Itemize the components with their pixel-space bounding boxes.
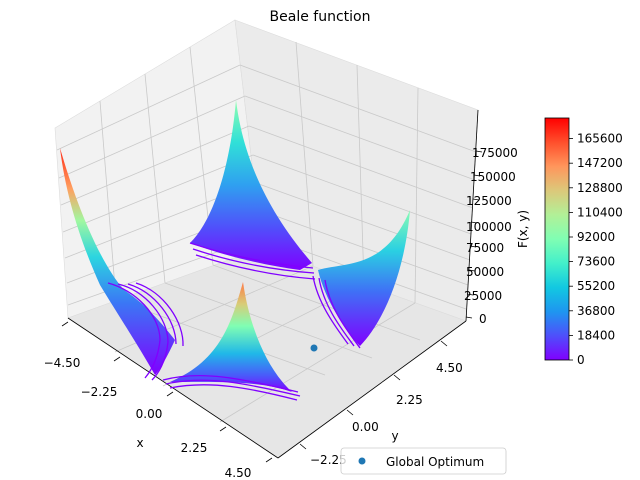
y-tick-label: 4.50: [436, 361, 463, 375]
colorbar-tick-label: 128800: [577, 181, 623, 195]
z-tick-label: 150000: [470, 170, 516, 184]
colorbar-tick-label: 18400: [577, 328, 615, 342]
surface-left-wing: [60, 148, 175, 375]
z-tick-label: 75000: [466, 241, 504, 255]
colorbar-tick-label: 73600: [577, 255, 615, 269]
chart-title: Beale function: [270, 9, 371, 25]
x-tick-label: −4.50: [44, 356, 81, 370]
contour-right: [312, 275, 361, 349]
z-tick-marks: [465, 150, 483, 319]
colorbar-ticks: 0 18400 36800 55200 73600 92000 110400 128800 14…: [569, 132, 623, 367]
y-tick-marks: [299, 340, 448, 450]
contour-left: [107, 282, 184, 381]
surface-right-bowl: [318, 210, 410, 346]
colorbar-tick-label: 0: [577, 353, 585, 367]
colorbar-gradient: [544, 117, 570, 361]
colorbar-tick-label: 36800: [577, 304, 615, 318]
legend: Global Optimum: [340, 447, 507, 475]
colorbar-tick-label: 110400: [577, 205, 623, 219]
colorbar-tick-label: 165600: [577, 132, 623, 146]
z-tick-label: 50000: [466, 265, 504, 279]
legend-marker: [358, 457, 366, 465]
z-tick-labels: 0 25000 50000 75000 100000 125000 150000…: [464, 146, 518, 326]
contour-back: [189, 242, 316, 280]
colorbar-tick-label: 147200: [577, 156, 623, 170]
x-tick-label: 2.25: [181, 441, 208, 455]
x-tick-labels: −4.50 −2.25 0.00 2.25 4.50: [44, 356, 252, 480]
colorbar-tick-label: 92000: [577, 230, 615, 244]
y-tick-label: 0.00: [352, 420, 379, 434]
z-tick-label: 25000: [464, 289, 502, 303]
x-tick-marks: [61, 321, 273, 463]
y-tick-labels: −2.25 0.00 2.25 4.50: [310, 361, 463, 467]
contour-front: [162, 374, 301, 401]
legend-label: Global Optimum: [386, 455, 484, 469]
y-axis-label: y: [391, 429, 398, 443]
beale-surface: [60, 100, 410, 401]
colorbar-tick-label: 55200: [577, 279, 615, 293]
x-axis-label: x: [136, 436, 143, 450]
z-tick-label: 175000: [472, 146, 518, 160]
surface-back-peak: [190, 100, 312, 270]
z-axis-label: F(x, y): [516, 210, 530, 248]
x-tick-label: 0.00: [136, 407, 163, 421]
x-tick-label: −2.25: [81, 385, 118, 399]
legend-box: [340, 447, 507, 475]
global-optimum-marker: [310, 344, 318, 352]
z-tick-label: 0: [479, 312, 487, 326]
y-tick-label: 2.25: [396, 393, 423, 407]
surface-front-peak: [170, 282, 292, 392]
x-tick-label: 4.50: [225, 466, 252, 480]
colorbar: 0 18400 36800 55200 73600 92000 110400 128800 14…: [544, 117, 623, 367]
y-tick-label: −2.25: [310, 453, 347, 467]
z-tick-label: 100000: [466, 220, 512, 234]
z-tick-label: 125000: [466, 194, 512, 208]
